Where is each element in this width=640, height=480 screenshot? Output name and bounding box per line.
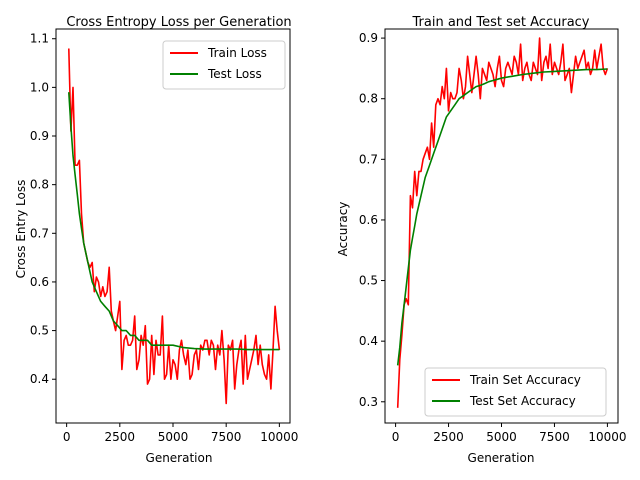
loss-x-tick-label: 7500 [211, 430, 242, 444]
accuracy-x-axis-label: Generation [468, 451, 535, 465]
loss-chart: Cross Entropy Loss per Generation 0.4 0.5… [14, 15, 298, 465]
loss-y-tick-label: 0.9 [30, 129, 49, 143]
accuracy-legend-test-label: Test Set Accuracy [469, 394, 576, 408]
accuracy-y-ticks: 0.3 0.4 0.5 0.6 0.7 0.8 0.9 [359, 31, 385, 409]
accuracy-y-tick-label: 0.6 [359, 213, 378, 227]
loss-x-tick-label: 10000 [260, 430, 298, 444]
accuracy-legend-train-label: Train Set Accuracy [469, 373, 581, 387]
loss-series [68, 48, 281, 405]
accuracy-y-tick-label: 0.3 [359, 395, 378, 409]
accuracy-series-test-set-accuracy [396, 68, 608, 366]
loss-y-ticks: 0.4 0.5 0.6 0.7 0.8 0.9 1.0 1.1 [30, 32, 56, 386]
loss-y-tick-label: 0.8 [30, 178, 49, 192]
accuracy-y-tick-label: 0.9 [359, 31, 378, 45]
loss-y-tick-label: 1.1 [30, 32, 49, 46]
accuracy-y-axis-label: Accuracy [336, 202, 350, 257]
loss-y-axis-label: Cross Entry Loss [14, 180, 28, 279]
accuracy-x-tick-label: 0 [392, 430, 400, 444]
loss-chart-title: Cross Entropy Loss per Generation [66, 15, 291, 30]
loss-x-axis-label: Generation [146, 451, 213, 465]
loss-chart-plot-area [55, 28, 291, 424]
loss-x-ticks: 0 2500 5000 7500 10000 [63, 423, 298, 444]
loss-y-tick-label: 0.6 [30, 275, 49, 289]
accuracy-legend: Train Set Accuracy Test Set Accuracy [424, 367, 607, 417]
accuracy-legend-box [424, 367, 607, 417]
loss-y-tick-label: 1.0 [30, 80, 49, 94]
loss-y-tick-label: 0.4 [30, 372, 49, 386]
accuracy-x-tick-label: 7500 [539, 430, 570, 444]
accuracy-x-tick-label: 10000 [588, 430, 626, 444]
accuracy-x-tick-label: 2500 [433, 430, 464, 444]
loss-legend: Train Loss Test Loss [162, 40, 286, 90]
accuracy-chart-plot-area [384, 28, 619, 424]
accuracy-chart-title: Train and Test set Accuracy [412, 15, 590, 30]
loss-y-tick-label: 0.7 [30, 226, 49, 240]
loss-x-tick-label: 5000 [158, 430, 189, 444]
accuracy-y-tick-label: 0.5 [359, 274, 378, 288]
accuracy-y-tick-label: 0.8 [359, 92, 378, 106]
accuracy-chart: Train and Test set Accuracy 0.3 0.4 0.5 0.6… [336, 15, 627, 465]
loss-x-tick-label: 2500 [105, 430, 136, 444]
loss-x-tick-label: 0 [63, 430, 71, 444]
accuracy-y-tick-label: 0.7 [359, 152, 378, 166]
accuracy-x-ticks: 0 2500 5000 7500 10000 [392, 423, 627, 444]
accuracy-y-tick-label: 0.4 [359, 334, 378, 348]
accuracy-series [396, 37, 609, 408]
loss-legend-test-label: Test Loss [207, 67, 262, 81]
loss-series-test-loss [68, 92, 280, 351]
loss-series-train-loss [68, 48, 281, 405]
accuracy-series-train-set-accuracy [396, 37, 609, 408]
accuracy-x-tick-label: 5000 [486, 430, 517, 444]
loss-legend-train-label: Train Loss [207, 46, 267, 60]
loss-y-tick-label: 0.5 [30, 324, 49, 338]
